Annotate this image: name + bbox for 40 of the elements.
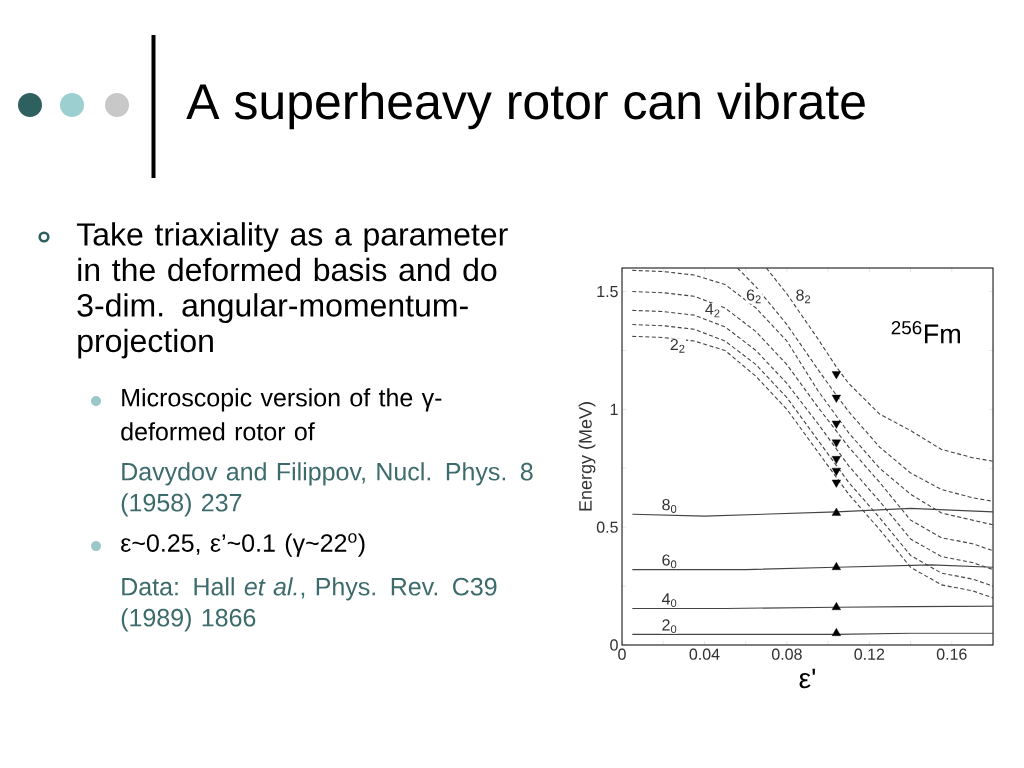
point	[831, 628, 841, 636]
point	[831, 467, 841, 476]
annotation: 2$_{2}$	[670, 338, 685, 353]
text: Take triaxiality as a parameter in the deformed basis and do 3-dim. angular-momentum-projection	[76, 222, 508, 359]
x-axis-title: ε'	[799, 668, 816, 689]
y-tick-label: 1	[610, 403, 618, 415]
text: Davydov and Filippov, Nucl. Phys. 8 (1958) 237	[121, 462, 533, 517]
x-tick-label: 0.04	[689, 648, 720, 660]
y-tick-label: 0.5	[596, 521, 618, 533]
annotation: 2$_{0}$	[662, 619, 677, 634]
annotation: 4$_{2}$	[705, 303, 720, 318]
point	[831, 507, 841, 516]
line-series	[765, 267, 994, 462]
point	[831, 371, 841, 380]
annotation: 8$_{0}$	[662, 499, 677, 513]
point	[831, 479, 841, 488]
point	[831, 439, 841, 448]
y-tick-label: 0	[610, 639, 618, 651]
point	[831, 456, 841, 465]
y-tick-label: 1.5	[597, 285, 618, 298]
annotation: 8$_{2}$	[796, 289, 811, 304]
x-tick-label: 0	[618, 648, 626, 660]
annotation: $^{256}$Fm	[891, 320, 960, 344]
point	[831, 420, 841, 429]
point	[831, 602, 841, 610]
y-axis-title: Energy (MeV)	[578, 402, 596, 511]
point	[831, 394, 841, 403]
annotation: 6$_{0}$	[662, 554, 677, 569]
annotation: 6$_{2}$	[746, 289, 761, 304]
text: Data: Hall et al., Phys. Rev. C39 (1989) 1866	[121, 577, 497, 632]
line-series	[736, 267, 994, 502]
x-tick-label: 0.16	[936, 648, 967, 660]
annotation: 4$_{0}$	[661, 593, 677, 608]
x-tick-label: 0.12	[854, 648, 885, 660]
point	[831, 562, 841, 570]
line-series	[631, 269, 994, 526]
text: Microscopic version of the γ-deformed rotor of	[121, 388, 442, 441]
x-tick-label: 0.08	[771, 648, 802, 660]
text: ε~0.25, ε’~0.1 (γ~22$^{o}$)	[121, 533, 365, 557]
chart-title: A superheavy rotor can vibrate	[186, 82, 865, 130]
